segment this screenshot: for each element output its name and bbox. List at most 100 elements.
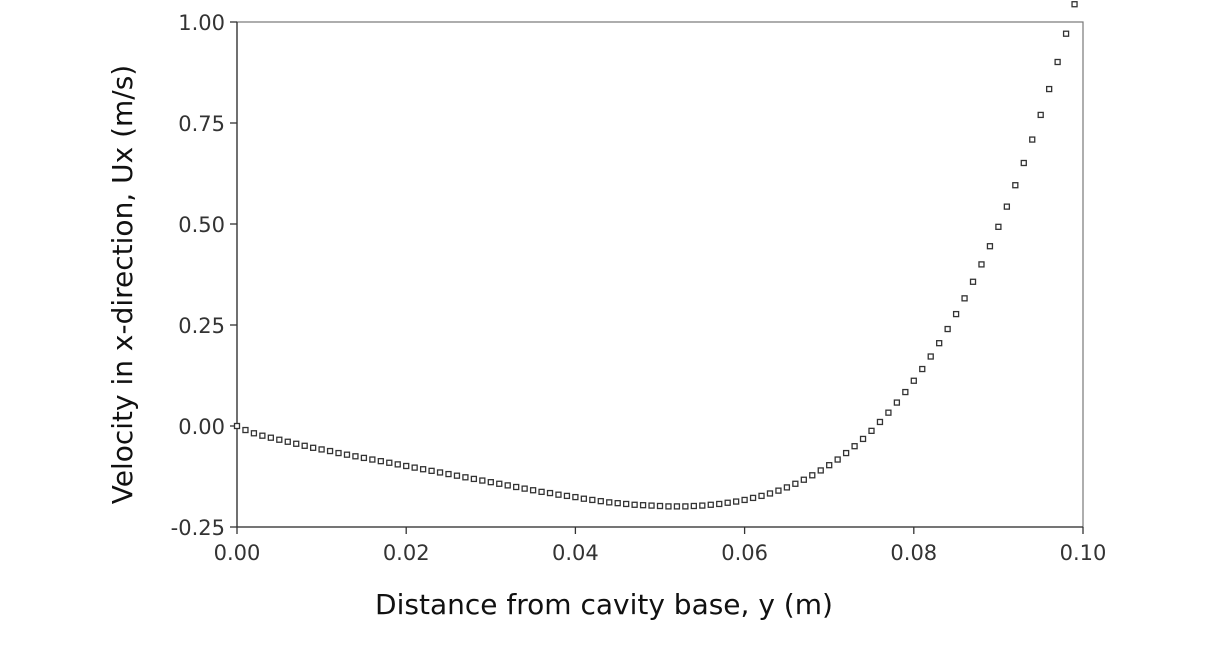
data-point xyxy=(250,430,258,437)
data-point xyxy=(377,457,384,465)
data-point xyxy=(563,492,571,500)
data-point xyxy=(656,502,664,510)
data-point xyxy=(1071,1,1078,8)
data-point xyxy=(242,426,249,434)
data-point xyxy=(792,480,799,487)
axes: 0.00 0.02 0.04 0.06 0.08 0.10 1.00 0.75 0.50 0.25… xyxy=(171,11,1107,565)
data-point xyxy=(944,325,951,333)
data-point xyxy=(809,472,816,479)
data-point xyxy=(699,502,706,509)
data-point xyxy=(606,499,613,506)
data-point xyxy=(851,443,858,450)
data-point xyxy=(276,436,283,443)
data-point xyxy=(893,399,901,406)
data-point xyxy=(555,491,562,498)
data-point xyxy=(462,474,469,481)
x-tick-label: 0.06 xyxy=(721,541,768,565)
data-point xyxy=(597,497,604,505)
data-point xyxy=(716,500,723,508)
data-point xyxy=(233,422,241,430)
data-point xyxy=(800,476,807,483)
data-point xyxy=(741,496,748,504)
data-point xyxy=(673,503,681,510)
y-tick-label: 0.75 xyxy=(178,112,225,136)
data-point xyxy=(732,498,740,505)
data-point xyxy=(690,502,697,510)
data-point xyxy=(301,442,308,449)
data-point xyxy=(572,493,579,501)
data-point xyxy=(538,488,545,496)
data-point xyxy=(521,485,528,492)
y-tick-label: 0.25 xyxy=(178,314,225,338)
x-tick-label: 0.04 xyxy=(552,541,599,565)
data-point xyxy=(394,461,401,468)
data-point xyxy=(842,449,850,457)
data-series xyxy=(233,1,1078,510)
data-point xyxy=(369,456,376,463)
data-point xyxy=(749,494,757,502)
data-point xyxy=(885,409,892,416)
data-point xyxy=(758,492,765,500)
data-point xyxy=(648,502,655,509)
data-point xyxy=(614,500,621,507)
data-point xyxy=(927,353,934,360)
data-point xyxy=(352,453,359,460)
data-point xyxy=(868,427,875,434)
data-point xyxy=(859,435,867,443)
data-point xyxy=(445,470,452,478)
data-point xyxy=(817,467,824,474)
y-tick-label: 0.50 xyxy=(178,213,225,237)
data-point xyxy=(487,479,494,486)
data-point xyxy=(995,223,1002,230)
data-point xyxy=(834,456,841,463)
data-point xyxy=(529,487,537,494)
data-point xyxy=(335,449,342,457)
data-point xyxy=(1003,203,1011,210)
data-point xyxy=(546,489,554,497)
data-point xyxy=(986,243,994,250)
x-axis-title: Distance from cavity base, y (m) xyxy=(375,588,833,621)
data-point xyxy=(978,261,985,268)
data-point xyxy=(284,438,291,445)
data-point xyxy=(1012,182,1019,189)
data-point xyxy=(453,472,461,479)
x-tick-label: 0.10 xyxy=(1060,541,1107,565)
data-point xyxy=(309,444,317,451)
data-point xyxy=(623,500,630,508)
data-point xyxy=(936,340,943,347)
data-point xyxy=(1062,30,1070,37)
data-point xyxy=(513,483,520,491)
data-point xyxy=(665,503,672,510)
data-point xyxy=(428,467,435,474)
data-point xyxy=(1054,58,1061,66)
data-point xyxy=(1029,136,1036,143)
data-point xyxy=(961,295,968,302)
data-point xyxy=(902,388,909,396)
x-tick-label: 0.02 xyxy=(383,541,430,565)
data-point xyxy=(386,459,393,466)
data-point xyxy=(919,365,926,373)
data-point xyxy=(682,503,689,510)
data-point xyxy=(293,440,300,447)
data-point xyxy=(969,278,977,285)
x-tick-label: 0.08 xyxy=(890,541,937,565)
data-point xyxy=(910,377,917,384)
data-point xyxy=(411,464,418,471)
y-tick-label: 0.00 xyxy=(178,415,225,439)
data-point xyxy=(436,469,444,476)
data-point xyxy=(1037,111,1044,119)
data-point xyxy=(639,502,647,509)
data-point xyxy=(631,501,638,508)
data-point xyxy=(826,462,833,469)
data-point xyxy=(403,462,410,470)
data-point xyxy=(783,484,791,491)
data-point xyxy=(343,451,351,458)
data-point xyxy=(952,310,960,318)
data-point xyxy=(775,487,782,494)
y-tick-label: 1.00 xyxy=(178,11,225,35)
data-point xyxy=(724,499,731,506)
data-point xyxy=(470,475,478,483)
plot-frame xyxy=(236,21,1084,528)
data-point xyxy=(259,432,266,439)
